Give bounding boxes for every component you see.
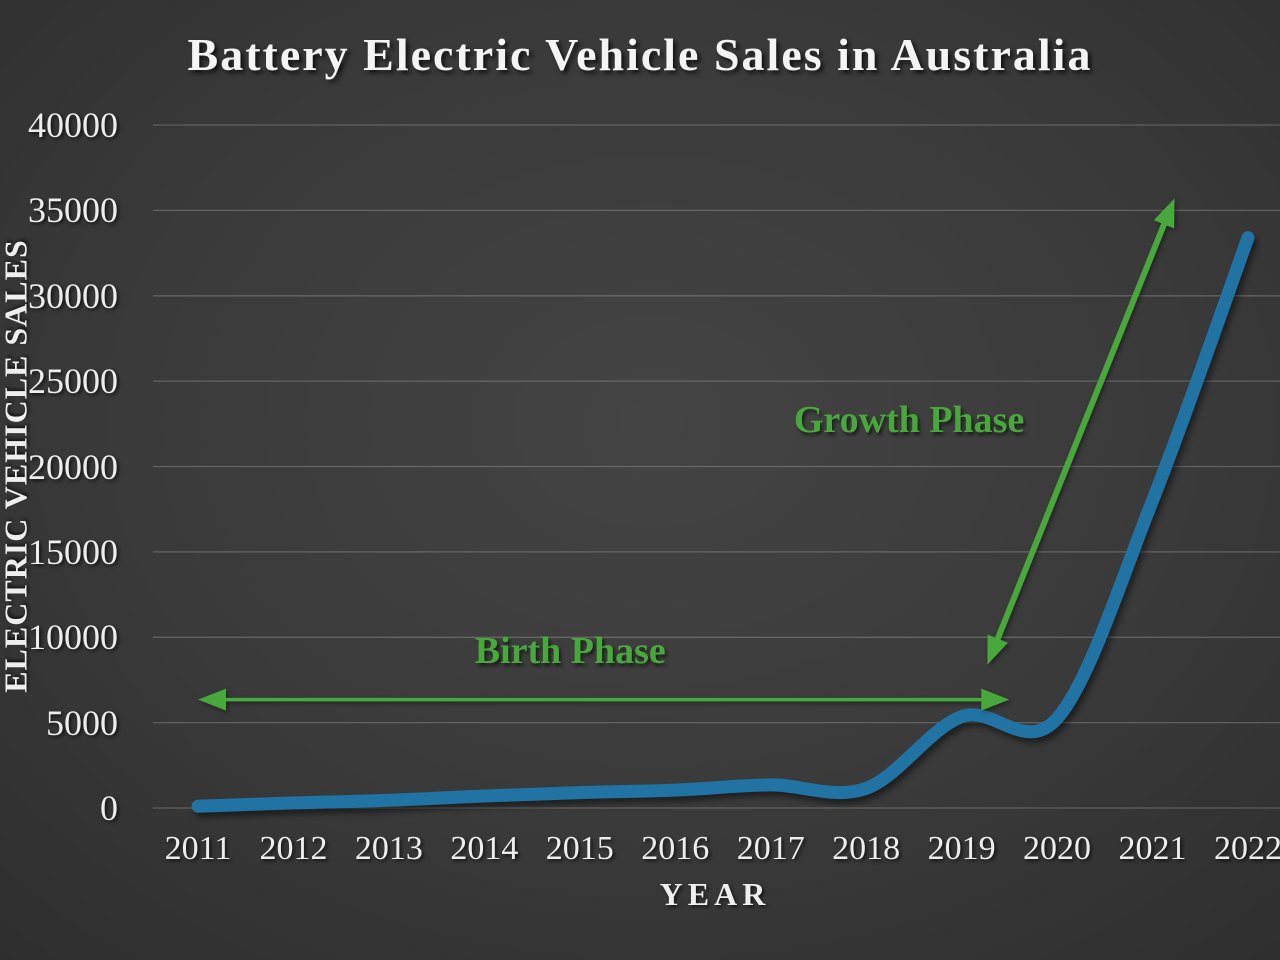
y-tick-label: 0 <box>100 788 118 828</box>
x-tick-label: 2022 <box>1213 830 1280 867</box>
x-tick-label: 2021 <box>1118 830 1187 867</box>
y-tick-label: 10000 <box>28 617 118 658</box>
birth-phase-label: Birth Phase <box>474 629 666 672</box>
y-tick-label: 25000 <box>28 361 118 402</box>
birth-phase-arrowhead-start <box>198 688 226 711</box>
sales-line <box>191 231 1255 813</box>
x-tick-label: 2020 <box>1023 830 1092 867</box>
x-tick-label: 2019 <box>927 830 996 867</box>
y-tick-label: 20000 <box>28 446 118 487</box>
sales-series <box>191 231 1255 813</box>
gridlines <box>153 124 1280 809</box>
x-tick-label: 2013 <box>354 830 423 867</box>
y-tick-label: 35000 <box>28 190 118 231</box>
x-tick-label: 2016 <box>641 830 710 867</box>
x-tick-label: 2015 <box>545 830 614 867</box>
y-tick-label: 5000 <box>46 702 118 743</box>
x-tick-label: 2012 <box>259 830 328 867</box>
growth-phase-arrowhead-start <box>987 634 1008 665</box>
growth-phase-arrow-shaft <box>993 219 1169 644</box>
x-tick-label: 2014 <box>450 830 519 867</box>
birth-phase-arrow <box>198 688 1010 711</box>
y-tick-label: 15000 <box>28 531 118 572</box>
growth-phase-arrowhead-end <box>1153 198 1175 229</box>
y-tick-label: 40000 <box>28 105 118 145</box>
x-tick-label: 2018 <box>832 830 901 867</box>
growth-phase-arrow <box>987 198 1175 665</box>
x-tick-label: 2017 <box>736 830 805 867</box>
y-tick-label: 30000 <box>28 275 118 316</box>
growth-phase-label: Growth Phase <box>793 399 1025 442</box>
x-axis-title: YEAR <box>659 876 771 912</box>
annotation-arrows <box>198 198 1175 711</box>
chart-title: Battery Electric Vehicle Sales in Austra… <box>187 29 1093 80</box>
birth-phase-arrowhead-end <box>981 688 1010 711</box>
x-tick-label: 2011 <box>164 830 232 867</box>
